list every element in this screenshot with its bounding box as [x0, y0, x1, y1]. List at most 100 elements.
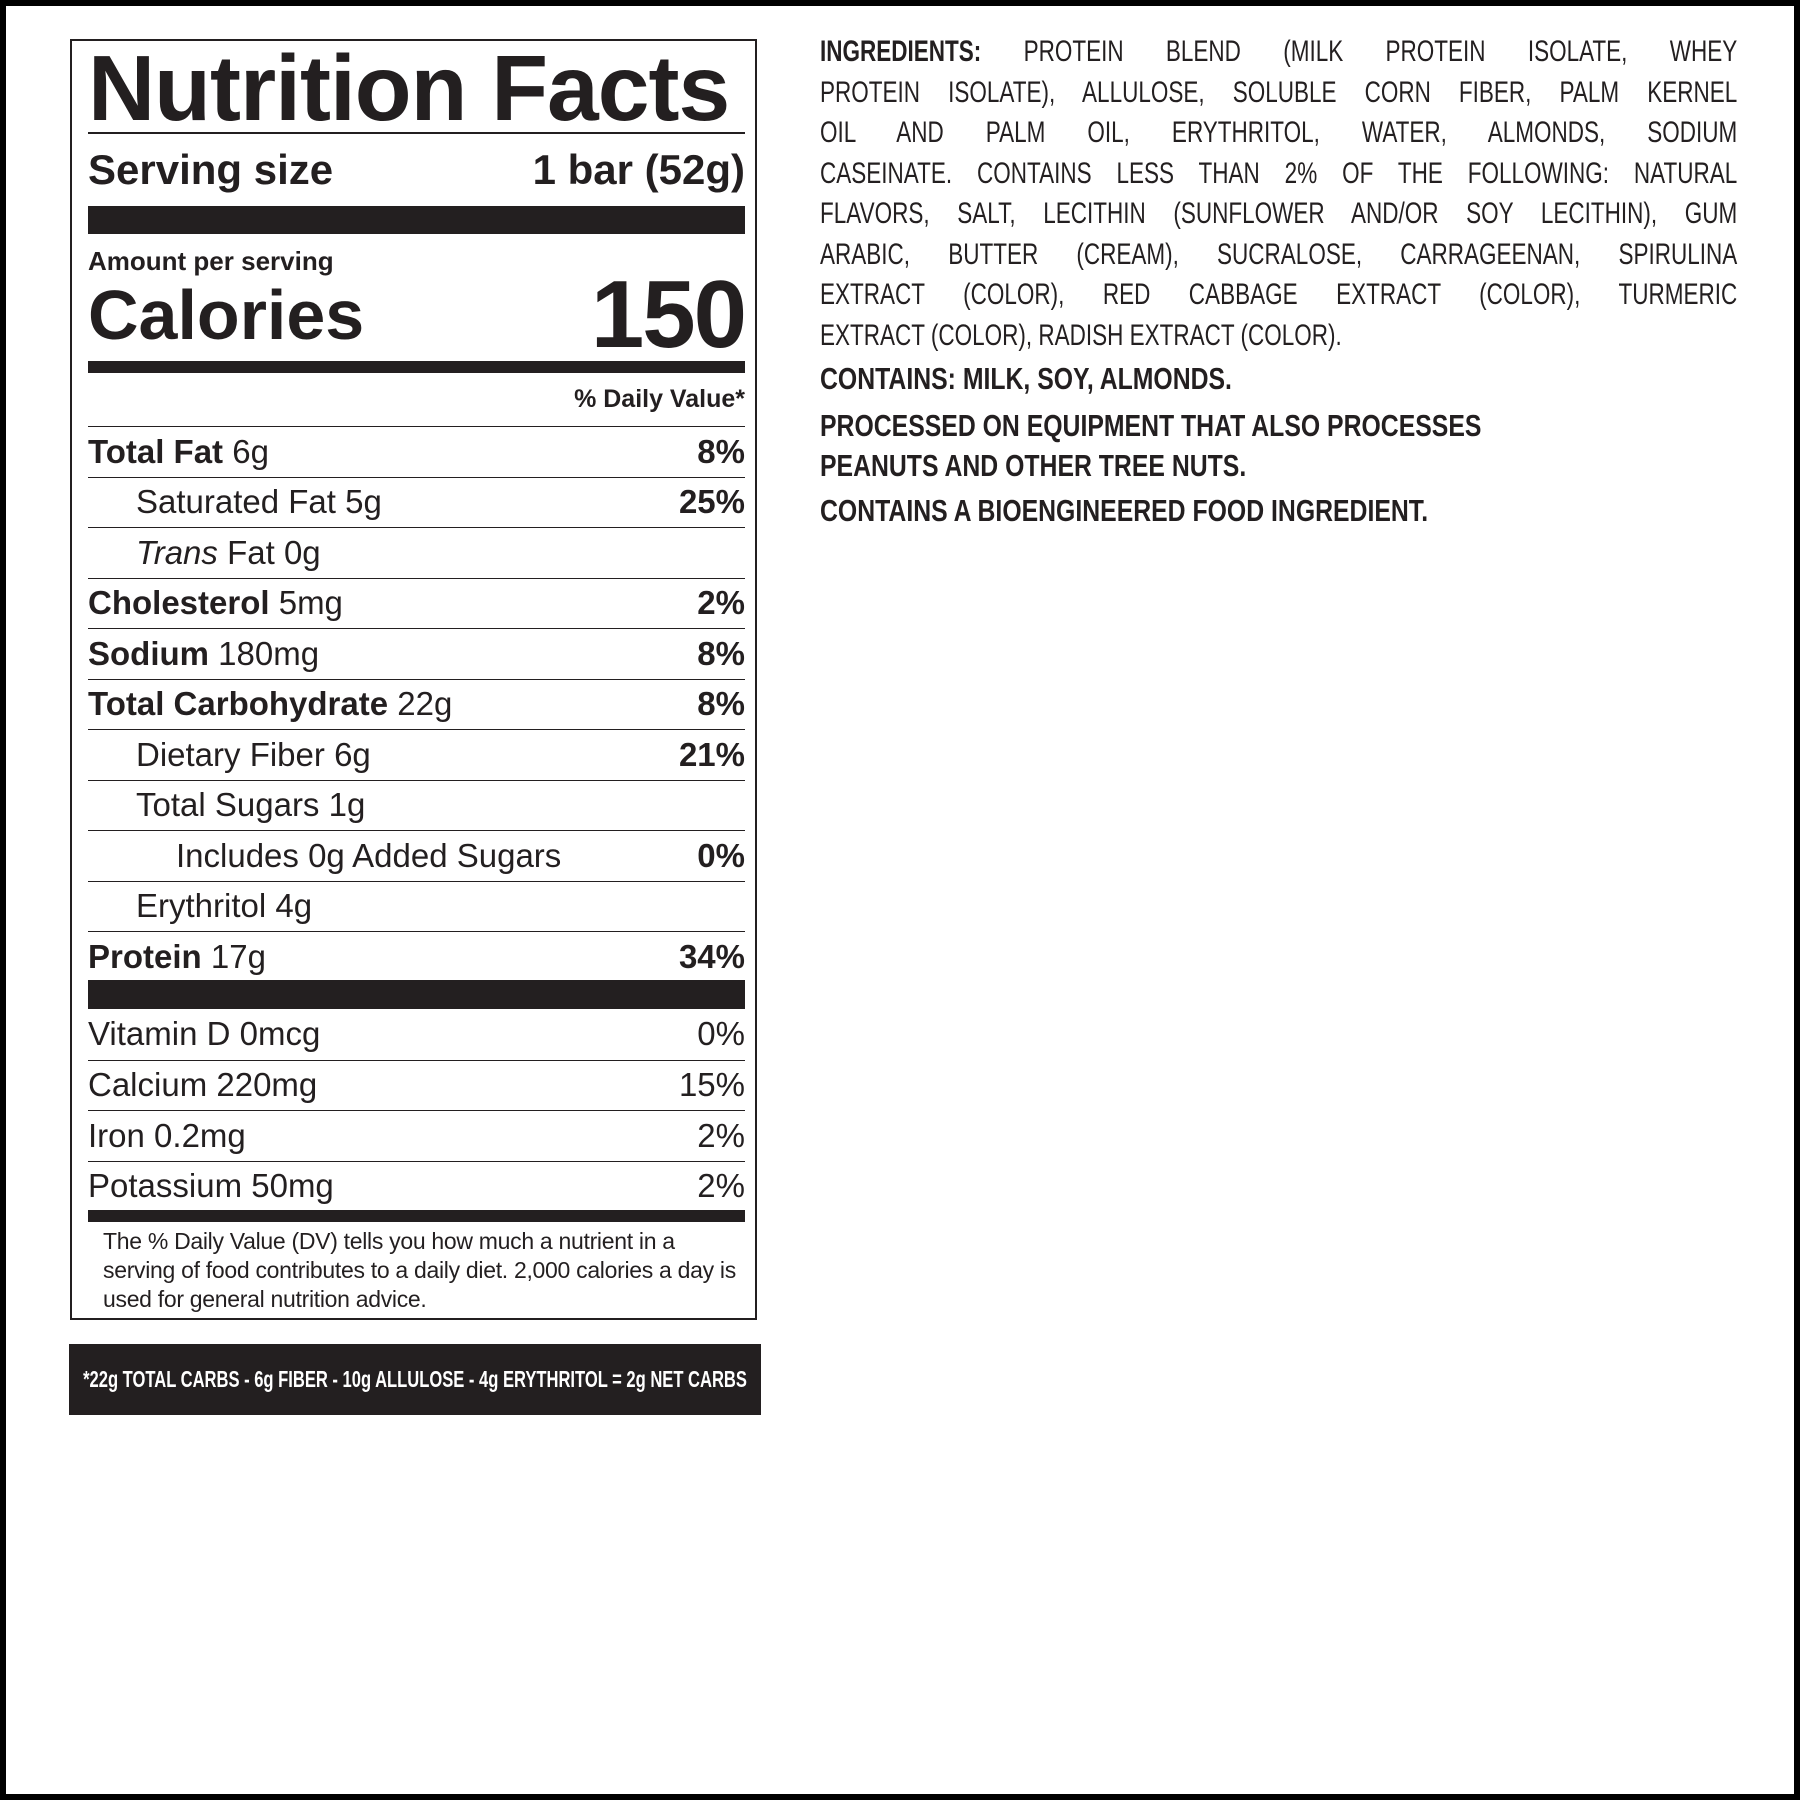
- nutrient-name: Total Fat: [88, 432, 224, 470]
- vitamin-row: Calcium 220mg 15%: [88, 1059, 745, 1111]
- calories-row: Calories 150: [88, 261, 747, 368]
- divider: [88, 132, 745, 134]
- nutrient-row: Total Carbohydrate 22g 8%: [88, 678, 745, 730]
- ingredients-text: OIL AND PALM OIL, ERYTHRITOL, WATER, ALM…: [820, 116, 1738, 149]
- nutrient-row: Total Fat 6g 8%: [88, 426, 745, 477]
- vitamin-amount: 50mg: [251, 1167, 334, 1205]
- nutrient-name: Sodium: [88, 634, 209, 672]
- nutrient-name: Dietary Fiber: [136, 735, 325, 773]
- vitamin-daily-value: 15%: [678, 1066, 745, 1104]
- vitamin-amount: 220mg: [216, 1066, 318, 1104]
- serving-size-row: Serving size 1 bar (52g): [88, 133, 745, 206]
- nutrient-daily-value: 8%: [697, 634, 745, 672]
- medium-divider: [88, 1210, 745, 1222]
- amount-per-serving: Amount per serving: [88, 246, 334, 276]
- ingredients-line: CASEINATE. CONTAINS LESS THAN 2% OF THE …: [820, 154, 1737, 195]
- net-carbs-text: *22g TOTAL CARBS - 6g FIBER - 10g ALLULO…: [83, 1366, 747, 1392]
- vitamin-label: Iron 0.2mg: [88, 1117, 246, 1155]
- ingredients-line: EXTRACT (COLOR), RED CABBAGE EXTRACT (CO…: [820, 275, 1737, 316]
- nutrient-daily-value: 8%: [697, 685, 745, 723]
- vitamin-row: Iron 0.2mg 2%: [88, 1110, 745, 1161]
- ingredients-line: PROTEIN ISOLATE), ALLULOSE, SOLUBLE CORN…: [820, 73, 1737, 114]
- nutrient-name: Cholesterol: [88, 584, 270, 622]
- ingredients-block: INGREDIENTS: PROTEIN BLEND (MILK PROTEIN…: [820, 32, 1737, 356]
- vitamin-name: Potassium: [88, 1167, 243, 1205]
- nutrient-name: Protein: [88, 937, 202, 975]
- nutrient-label: Erythritol 4g: [136, 887, 312, 925]
- ingredients-text: EXTRACT (COLOR), RADISH EXTRACT (COLOR).: [820, 318, 1342, 352]
- nutrient-amount: 6g: [232, 432, 269, 470]
- nutrient-row: Saturated Fat 5g 25%: [88, 476, 745, 528]
- nutrient-amount: 1g: [328, 786, 366, 824]
- nutrition-facts-title: Nutrition Facts: [88, 36, 730, 140]
- thick-divider: [88, 980, 745, 1009]
- ingredients-label: INGREDIENTS:: [820, 35, 982, 68]
- nutrient-daily-value: 21%: [678, 735, 745, 773]
- vitamin-row: Vitamin D 0mcg 0%: [88, 1009, 745, 1060]
- nutrient-label: Sodium 180mg: [88, 635, 319, 673]
- vitamin-label: Potassium 50mg: [88, 1167, 334, 1205]
- allergen-contains: CONTAINS: MILK, SOY, ALMONDS.: [820, 361, 1232, 396]
- vitamin-daily-value: 2%: [697, 1116, 745, 1154]
- nutrient-row: Trans Fat 0g: [88, 527, 745, 578]
- vitamin-amount: 0mcg: [239, 1015, 321, 1053]
- serving-size-value: 1 bar (52g): [532, 145, 745, 193]
- vitamin-label: Vitamin D 0mcg: [88, 1015, 320, 1053]
- daily-value-header-text: % Daily Value*: [574, 385, 745, 413]
- nutrient-daily-value: 34%: [678, 937, 745, 975]
- nutrition-facts-panel: Nutrition Facts Serving size 1 bar (52g)…: [70, 39, 757, 1320]
- ingredients-text: PROTEIN BLEND (MILK PROTEIN ISOLATE, WHE…: [1023, 35, 1738, 68]
- nutrient-daily-value: 25%: [678, 483, 745, 521]
- nutrient-row: Total Sugars 1g: [88, 779, 745, 831]
- nutrient-amount: 17g: [210, 937, 266, 975]
- net-carbs-banner: *22g TOTAL CARBS - 6g FIBER - 10g ALLULO…: [69, 1344, 761, 1415]
- nutrient-amount: 180mg: [218, 634, 320, 672]
- vitamin-name: Iron: [88, 1116, 145, 1154]
- nutrient-name: Trans: [136, 533, 218, 571]
- processed-warning-line1: PROCESSED ON EQUIPMENT THAT ALSO PROCESS…: [820, 408, 1482, 443]
- nutrient-label: Total Fat 6g: [88, 433, 269, 471]
- nutrient-amount: 22g: [397, 685, 453, 723]
- nutrient-label: Cholesterol 5mg: [88, 584, 343, 622]
- bioengineered-notice: CONTAINS A BIOENGINEERED FOOD INGREDIENT…: [820, 493, 1429, 528]
- nutrient-amount: 4g: [275, 887, 313, 925]
- ingredients-line: OIL AND PALM OIL, ERYTHRITOL, WATER, ALM…: [820, 113, 1737, 154]
- nutrient-daily-value: 8%: [697, 432, 745, 470]
- nutrient-amount: 5mg: [278, 584, 343, 622]
- nutrient-label: Total Carbohydrate 22g: [88, 685, 452, 723]
- nutrient-label: Total Sugars 1g: [136, 786, 365, 824]
- nutrient-label: Trans Fat 0g: [136, 534, 321, 572]
- daily-value-footnote: The % Daily Value (DV) tells you how muc…: [103, 1228, 736, 1312]
- ingredients-line: INGREDIENTS: PROTEIN BLEND (MILK PROTEIN…: [820, 32, 1737, 73]
- ingredients-text: CASEINATE. CONTAINS LESS THAN 2% OF THE …: [820, 156, 1738, 190]
- vitamin-name: Vitamin D: [88, 1015, 231, 1053]
- ingredients-text: EXTRACT (COLOR), RED CABBAGE EXTRACT (CO…: [820, 278, 1738, 311]
- vitamin-name: Calcium: [88, 1066, 208, 1104]
- nutrient-row: Cholesterol 5mg 2%: [88, 577, 745, 629]
- vitamin-amount: 0.2mg: [154, 1116, 246, 1154]
- daily-value-header: % Daily Value*: [88, 373, 745, 426]
- nutrient-name: Includes 0g Added Sugars: [176, 836, 562, 874]
- nutrient-amount: 5g: [345, 483, 382, 521]
- nutrient-row: Sodium 180mg 8%: [88, 628, 745, 679]
- nutrient-row: Protein 17g 34%: [88, 931, 745, 982]
- nutrient-amount: 0g: [283, 533, 321, 571]
- nutrient-label: Saturated Fat 5g: [136, 483, 382, 521]
- nutrient-label: Protein 17g: [88, 938, 266, 976]
- ingredients-line: FLAVORS, SALT, LECITHIN (SUNFLOWER AND/O…: [820, 194, 1737, 235]
- ingredients-text: ARABIC, BUTTER (CREAM), SUCRALOSE, CARRA…: [820, 237, 1738, 271]
- nutrient-row: Erythritol 4g: [88, 880, 745, 932]
- nutrient-name: Erythritol: [136, 887, 267, 925]
- nutrient-row: Includes 0g Added Sugars 0%: [88, 830, 745, 881]
- ingredients-text: FLAVORS, SALT, LECITHIN (SUNFLOWER AND/O…: [820, 197, 1738, 230]
- vitamin-daily-value: 2%: [697, 1167, 745, 1205]
- nutrient-name-suffix: Fat: [227, 533, 275, 571]
- nutrient-daily-value: 2%: [697, 584, 745, 622]
- nutrient-name: Total Sugars: [136, 786, 320, 824]
- nutrient-daily-value: 0%: [697, 836, 745, 874]
- ingredients-line: EXTRACT (COLOR), RADISH EXTRACT (COLOR).: [820, 316, 1737, 357]
- calories-label: Calories: [88, 276, 365, 354]
- ingredients-line: ARABIC, BUTTER (CREAM), SUCRALOSE, CARRA…: [820, 235, 1737, 276]
- thick-divider: [88, 206, 745, 234]
- processed-warning-line2: PEANUTS AND OTHER TREE NUTS.: [820, 448, 1247, 483]
